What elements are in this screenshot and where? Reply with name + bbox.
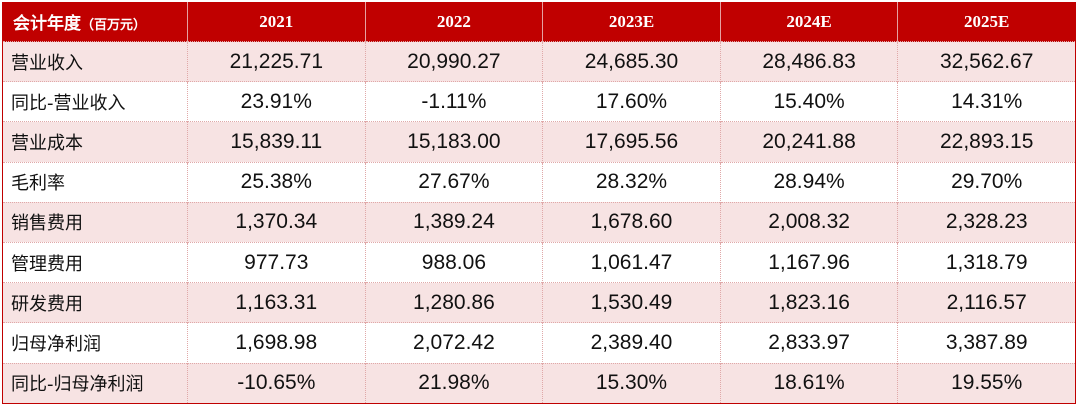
row-label: 毛利率	[2, 161, 188, 203]
cell-value: 1,280.86	[365, 282, 544, 323]
cell-value: 1,698.98	[187, 322, 366, 363]
cell-value: 28.32%	[542, 161, 721, 203]
header-label-cell: 会计年度（百万元）	[2, 2, 188, 42]
row-label: 归母净利润	[2, 322, 188, 363]
cell-value: 1,823.16	[720, 282, 899, 323]
column-header: 2024E	[720, 2, 899, 42]
cell-value: 15.30%	[542, 362, 721, 404]
table-row: 销售费用 1,370.34 1,389.24 1,678.60 2,008.32 2,32…	[2, 201, 1076, 243]
row-label: 研发费用	[2, 282, 188, 323]
column-header: 2021	[187, 2, 366, 42]
cell-value: 21.98%	[365, 362, 544, 404]
header-unit: （百万元）	[81, 17, 147, 32]
cell-value: 17,695.56	[542, 121, 721, 163]
row-label: 同比-归母净利润	[2, 362, 188, 404]
cell-value: 988.06	[365, 241, 544, 283]
cell-value: 15,839.11	[187, 121, 366, 163]
cell-value: 2,116.57	[897, 282, 1076, 323]
financial-table: 会计年度（百万元） 2021 2022 2023E 2024E 2025E 营业收入 21…	[2, 2, 1076, 404]
cell-value: -10.65%	[187, 362, 366, 404]
cell-value: 21,225.71	[187, 40, 366, 82]
cell-value: 2,389.40	[542, 322, 721, 363]
table-row: 同比-归母净利润 -10.65% 21.98% 15.30% 18.61% 19.55%	[2, 362, 1076, 404]
cell-value: 20,241.88	[720, 121, 899, 163]
cell-value: 14.31%	[897, 81, 1076, 122]
cell-value: 2,328.23	[897, 201, 1076, 243]
row-label: 销售费用	[2, 201, 188, 243]
cell-value: -1.11%	[365, 81, 544, 122]
cell-value: 1,370.34	[187, 201, 366, 243]
header-label: 会计年度	[13, 14, 81, 33]
row-label: 营业成本	[2, 121, 188, 163]
cell-value: 25.38%	[187, 161, 366, 203]
cell-value: 1,318.79	[897, 241, 1076, 283]
cell-value: 19.55%	[897, 362, 1076, 404]
column-header: 2022	[365, 2, 544, 42]
cell-value: 27.67%	[365, 161, 544, 203]
table-row: 营业成本 15,839.11 15,183.00 17,695.56 20,241.88…	[2, 121, 1076, 163]
cell-value: 1,061.47	[542, 241, 721, 283]
table-row: 营业收入 21,225.71 20,990.27 24,685.30 28,486.83…	[2, 40, 1076, 82]
cell-value: 28,486.83	[720, 40, 899, 82]
column-header: 2025E	[897, 2, 1076, 42]
cell-value: 32,562.67	[897, 40, 1076, 82]
row-label: 营业收入	[2, 40, 188, 82]
cell-value: 1,678.60	[542, 201, 721, 243]
table-body: 营业收入 21,225.71 20,990.27 24,685.30 28,486.83…	[2, 40, 1076, 404]
cell-value: 1,530.49	[542, 282, 721, 323]
row-label: 同比-营业收入	[2, 81, 188, 122]
cell-value: 18.61%	[720, 362, 899, 404]
cell-value: 1,167.96	[720, 241, 899, 283]
cell-value: 2,008.32	[720, 201, 899, 243]
column-header: 2023E	[542, 2, 721, 42]
table-row: 同比-营业收入 23.91% -1.11% 17.60% 15.40% 14.31%	[2, 81, 1076, 122]
cell-value: 15.40%	[720, 81, 899, 122]
cell-value: 17.60%	[542, 81, 721, 122]
cell-value: 28.94%	[720, 161, 899, 203]
cell-value: 1,163.31	[187, 282, 366, 323]
table-row: 归母净利润 1,698.98 2,072.42 2,389.40 2,833.97 3,3…	[2, 322, 1076, 363]
cell-value: 20,990.27	[365, 40, 544, 82]
cell-value: 22,893.15	[897, 121, 1076, 163]
row-label: 管理费用	[2, 241, 188, 283]
cell-value: 15,183.00	[365, 121, 544, 163]
cell-value: 977.73	[187, 241, 366, 283]
header-row: 会计年度（百万元） 2021 2022 2023E 2024E 2025E	[2, 2, 1076, 42]
cell-value: 2,072.42	[365, 322, 544, 363]
cell-value: 1,389.24	[365, 201, 544, 243]
table-row: 毛利率 25.38% 27.67% 28.32% 28.94% 29.70%	[2, 161, 1076, 203]
cell-value: 3,387.89	[897, 322, 1076, 363]
table-row: 研发费用 1,163.31 1,280.86 1,530.49 1,823.16 2,11…	[2, 282, 1076, 323]
table-row: 管理费用 977.73 988.06 1,061.47 1,167.96 1,318.79	[2, 241, 1076, 283]
cell-value: 29.70%	[897, 161, 1076, 203]
cell-value: 24,685.30	[542, 40, 721, 82]
cell-value: 23.91%	[187, 81, 366, 122]
cell-value: 2,833.97	[720, 322, 899, 363]
